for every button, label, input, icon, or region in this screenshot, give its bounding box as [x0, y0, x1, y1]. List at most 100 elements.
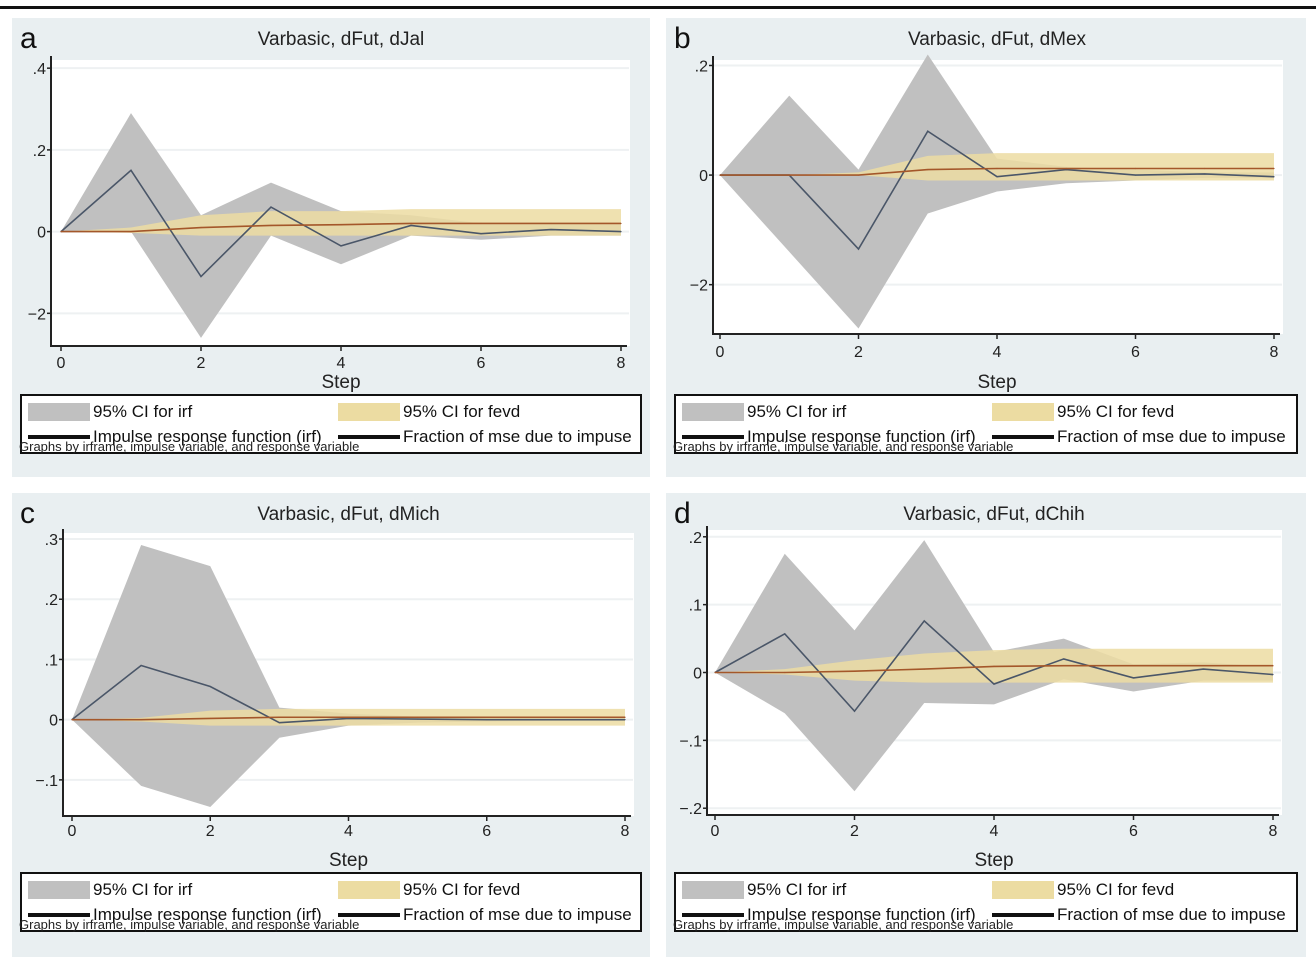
irf-point [927, 130, 929, 132]
legend-swatch-line [28, 913, 90, 917]
legend-swatch-area [992, 881, 1054, 899]
x-tick-label: 8 [1269, 823, 1278, 840]
legend-item-fevd: Fraction of mse due to impuse [338, 905, 632, 925]
legend-item-irf-ci: 95% CI for irf [28, 402, 192, 422]
x-tick-label: 8 [621, 823, 630, 840]
legend-swatch-area [28, 403, 90, 421]
panel-letter: a [20, 22, 37, 55]
fevd-ci-band [720, 153, 1274, 181]
y-tick-label: −2 [690, 278, 708, 295]
legend-label: 95% CI for irf [747, 402, 847, 421]
y-tick-label: .2 [33, 143, 46, 160]
irf-ci-band [72, 545, 625, 807]
legend-item-irf: Impulse response function (irf) [28, 427, 322, 447]
legend-swatch-line [992, 435, 1054, 439]
legend-item-irf: Impulse response function (irf) [682, 905, 976, 925]
y-tick-label: .2 [689, 530, 702, 547]
irf-point [853, 710, 856, 712]
fevd-point [714, 671, 716, 674]
y-tick-label: −.1 [35, 773, 58, 790]
irf-point [410, 224, 412, 227]
legend-swatch-line [992, 913, 1054, 917]
y-tick-label: .2 [45, 592, 58, 609]
fevd-point [417, 716, 419, 718]
irf-point [624, 719, 626, 721]
x-tick-label: 6 [477, 355, 486, 372]
x-tick-label: 2 [850, 823, 859, 840]
fevd-point [1063, 665, 1065, 667]
x-tick-label: 2 [206, 823, 215, 840]
fevd-point [993, 665, 995, 667]
irf-point [347, 717, 350, 720]
y-tick-label: 0 [49, 713, 58, 730]
legend-label: Impulse response function (irf) [747, 427, 976, 446]
chart-svg: .2 .1 0 −.1 −.2 0 2 4 6 8 Step [679, 526, 1282, 871]
fevd-point [270, 224, 272, 227]
irf-point [1272, 673, 1274, 676]
fevd-point [340, 224, 342, 226]
legend-item-fevd-ci: 95% CI for fevd [338, 880, 520, 900]
irf-point [550, 228, 552, 231]
fevd-point [620, 222, 622, 225]
legend-label: Impulse response function (irf) [93, 905, 322, 924]
legend-item-fevd: Fraction of mse due to impuse [992, 427, 1286, 447]
y-tick-label: .4 [33, 61, 46, 78]
y-tick-label: .1 [45, 652, 58, 669]
chart-title: Varbasic, dFut, dJal [257, 29, 425, 50]
irf-point [417, 718, 419, 720]
legend-swatch-line [682, 913, 744, 917]
irf-point [620, 231, 622, 233]
chart-svg: .2 0 −2 0 2 4 6 8 Step [690, 54, 1283, 393]
y-tick-label: .3 [45, 532, 58, 549]
y-tick-label: 0 [693, 666, 702, 683]
irf-point [1134, 174, 1137, 176]
irf-point [209, 685, 211, 688]
x-tick-label: 6 [1131, 344, 1140, 361]
legend-label: Fraction of mse due to impuse [403, 905, 632, 924]
legend-item-irf-ci: 95% CI for irf [28, 880, 192, 900]
top-rule [0, 6, 1316, 9]
chart-panel-c: c Varbasic, dFut, dMich .3 .2 .1 0 −.1 0 2 4 6 8 Ste… [12, 493, 650, 957]
legend-item-fevd: Fraction of mse due to impuse [992, 905, 1286, 925]
legend-label: 95% CI for irf [93, 880, 193, 899]
irf-point [340, 245, 342, 247]
fevd-point [347, 716, 350, 718]
fevd-point [857, 174, 860, 176]
graph-note: Graphs by irframe, impulse variable, and… [673, 439, 1014, 454]
y-tick-label: −2 [28, 306, 46, 323]
irf-point [1063, 658, 1065, 660]
legend-label: 95% CI for fevd [403, 402, 521, 421]
fevd-point [1134, 167, 1137, 170]
legend: 95% CI for irf 95% CI for fevd Impulse res… [674, 872, 1298, 932]
x-axis-title: Step [329, 850, 368, 871]
chart-panel-d: d Varbasic, dFut, dChih .2 .1 0 −.1 −.2 0 2 4 6 8 St… [666, 493, 1306, 957]
legend-swatch-line [338, 913, 400, 917]
y-tick-label: −.1 [679, 733, 702, 750]
chart-title: Varbasic, dFut, dChih [903, 504, 1085, 525]
chart-panel-b: b Varbasic, dFut, dMex .2 0 −2 0 2 4 6 8 Step 95% C… [666, 18, 1306, 477]
fevd-point [209, 717, 211, 720]
x-tick-label: 8 [617, 355, 626, 372]
fevd-point [410, 222, 412, 225]
fevd-point [480, 222, 482, 225]
fevd-point [624, 716, 626, 718]
legend-swatch-area [28, 881, 90, 899]
legend-item-irf-ci: 95% CI for irf [682, 402, 846, 422]
y-tick-label: 0 [699, 168, 708, 185]
irf-point [993, 683, 995, 685]
x-tick-label: 8 [1270, 344, 1279, 361]
legend-label: 95% CI for fevd [1057, 402, 1175, 421]
legend-item-irf: Impulse response function (irf) [28, 905, 322, 925]
legend-swatch-line [338, 435, 400, 439]
legend-label: Fraction of mse due to impuse [1057, 427, 1286, 446]
fevd-point [278, 716, 280, 718]
fevd-point [1065, 167, 1067, 170]
legend-swatch-area [682, 881, 744, 899]
fevd-point [788, 174, 790, 176]
fevd-point [853, 670, 856, 672]
irf-point [1202, 668, 1204, 670]
legend-item-fevd-ci: 95% CI for fevd [992, 880, 1174, 900]
legend-swatch-area [682, 403, 744, 421]
irf-point [923, 620, 925, 622]
legend-label: 95% CI for irf [93, 402, 193, 421]
